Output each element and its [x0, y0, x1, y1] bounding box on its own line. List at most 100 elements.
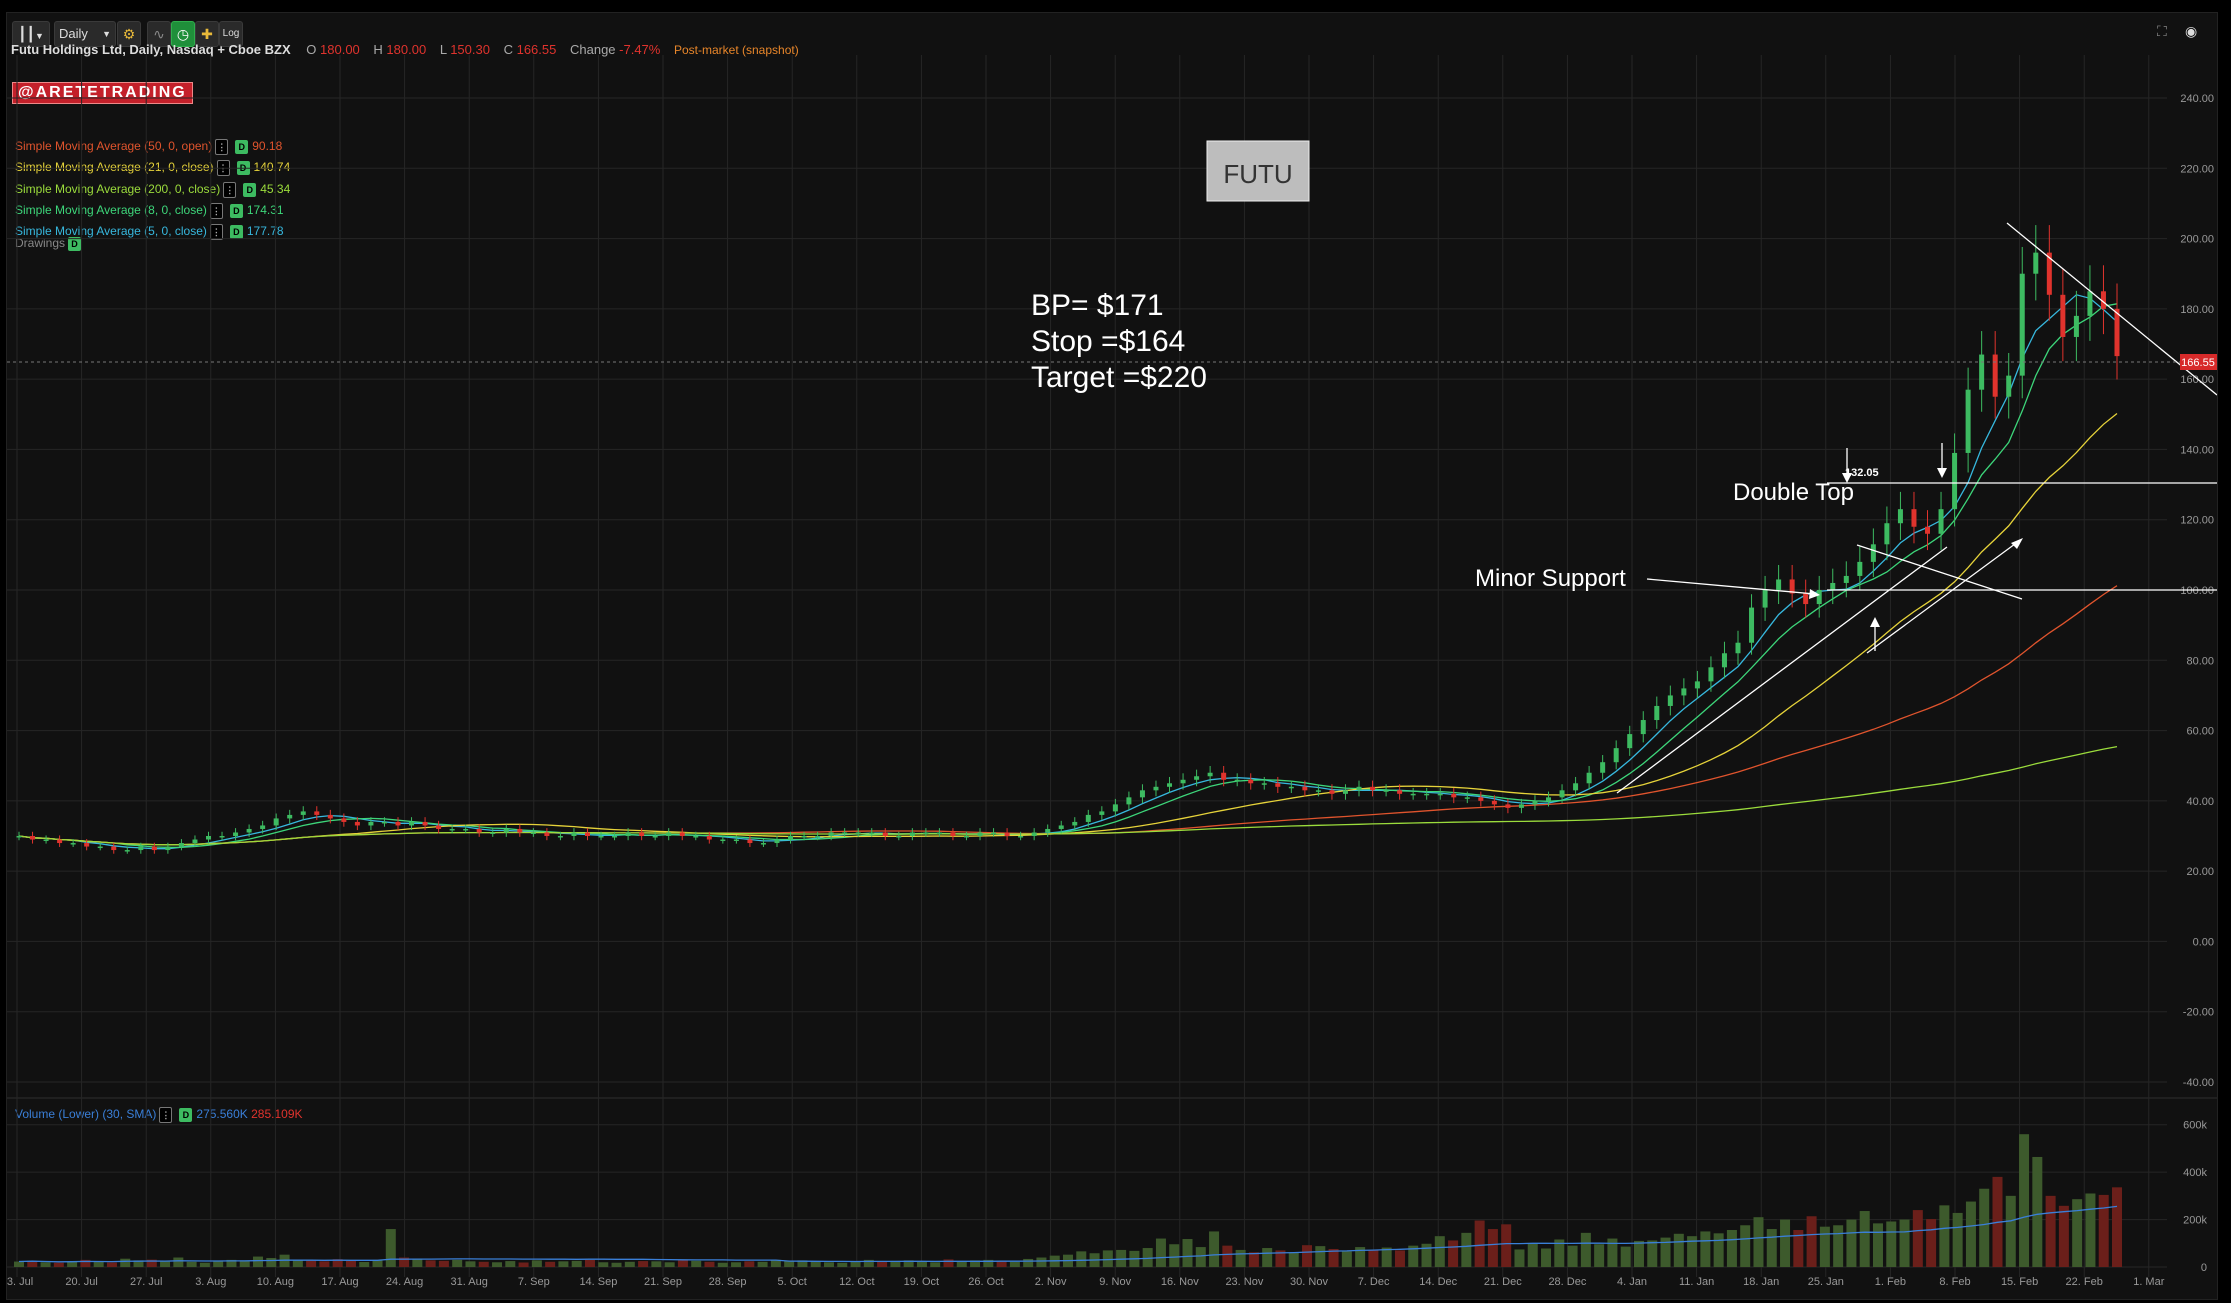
candle-body	[733, 839, 739, 842]
candle-body	[1992, 354, 1998, 397]
settings-button[interactable]: ⚙	[117, 21, 141, 47]
period-select[interactable]: Daily ▼	[54, 21, 116, 47]
study-name: Simple Moving Average (200, 0, close)	[15, 181, 221, 196]
candle-body	[1288, 786, 1294, 789]
camera-icon[interactable]: ◉	[2185, 23, 2198, 39]
candle-body	[1397, 790, 1403, 794]
volume-bar	[359, 1262, 370, 1267]
candle-body	[1329, 790, 1335, 794]
candle-body	[1180, 779, 1186, 784]
price-tick-label: 200.00	[2180, 234, 2214, 246]
time-tick-label: 14. Sep	[579, 1276, 617, 1288]
candle-body	[1843, 575, 1849, 583]
volume-tick-label: 400k	[2183, 1167, 2207, 1179]
volume-bar	[1580, 1232, 1591, 1267]
volume-bar	[850, 1261, 861, 1267]
up-right-arrow-icon	[2011, 538, 2023, 549]
high-label: H	[373, 42, 383, 57]
change-label: Change	[569, 42, 616, 57]
candlesticks	[16, 225, 2120, 854]
study-visibility-badge[interactable]: D	[243, 182, 257, 197]
volume-bar	[1155, 1238, 1166, 1267]
time-tick-label: 2. Nov	[1035, 1276, 1067, 1288]
candle-body	[314, 811, 320, 815]
volume-bar	[1567, 1245, 1578, 1267]
clock-button[interactable]: ◷	[171, 21, 195, 47]
price-chart[interactable]: 240.00 220.00 200.00 180.00 160.00 140.00 120.…	[7, 13, 2217, 1299]
volume-bar	[2019, 1134, 2030, 1267]
chart-type-button[interactable]: ┃┃▼	[12, 21, 50, 47]
candle-body	[625, 832, 631, 836]
volume-bar	[770, 1259, 781, 1267]
volume-bar	[584, 1259, 595, 1267]
candle-body	[1234, 779, 1240, 782]
last-price-tag	[2180, 354, 2217, 370]
chart-window: ┃┃▼ Daily ▼ ⚙ ∿ ◷ ✚ Log ⛶ ◉ Futu Holdings…	[6, 12, 2218, 1300]
study-visibility-badge[interactable]: D	[229, 203, 243, 218]
candle-body	[1857, 561, 1863, 576]
candle-body	[1667, 695, 1673, 706]
candle-body	[652, 836, 658, 838]
study-value: 90.18	[252, 139, 283, 154]
double-top-label: Double Top	[1733, 479, 1854, 506]
candle-body	[1302, 786, 1308, 791]
fullscreen-icon[interactable]: ⛶	[2157, 23, 2167, 39]
volume-bar	[2045, 1195, 2056, 1267]
candle-body	[1315, 790, 1321, 792]
volume-bar	[372, 1259, 383, 1267]
study-visibility-badge[interactable]: D	[229, 225, 243, 240]
volume-bar	[2072, 1199, 2083, 1267]
price-tick-label: -20.00	[2183, 1007, 2214, 1019]
volume-menu-icon[interactable]: ⋮	[159, 1107, 173, 1123]
toolbar: ┃┃▼ Daily ▼ ⚙ ∿ ◷ ✚ Log ⛶ ◉	[7, 13, 2217, 55]
volume-axis: 600k 400k 200k 0	[2183, 1120, 2207, 1274]
candle-body	[2033, 252, 2039, 274]
volume-bar	[1474, 1220, 1485, 1267]
candle-body	[219, 836, 225, 838]
candle-body	[1464, 797, 1470, 799]
study-visibility-badge[interactable]: D	[235, 140, 249, 154]
candle-body	[869, 832, 875, 834]
drawings-visibility-badge[interactable]: D	[68, 236, 82, 251]
time-tick-label: 8. Feb	[1939, 1276, 1970, 1288]
study-menu-icon[interactable]: ⋮	[223, 181, 237, 198]
drawings-label: Drawings	[15, 236, 66, 250]
price-tick-label: 40.00	[2186, 796, 2214, 808]
study-menu-icon[interactable]: ⋮	[215, 139, 229, 155]
volume-visibility-badge[interactable]: D	[179, 1108, 193, 1122]
candle-body	[260, 825, 266, 829]
volume-bar	[1023, 1258, 1034, 1267]
time-tick-label: 11. Jan	[1679, 1276, 1714, 1288]
time-tick-label: 7. Sep	[518, 1276, 550, 1288]
candle-body	[1058, 825, 1064, 829]
candle-body	[950, 832, 956, 836]
volume-bar	[1434, 1236, 1445, 1267]
time-tick-label: 20. Jul	[65, 1276, 97, 1288]
volume-bar	[1846, 1219, 1857, 1267]
volume-sma-line	[18, 1205, 2118, 1263]
candle-body	[124, 850, 130, 852]
candle-body	[1383, 790, 1389, 792]
volume-tick-label: 200k	[2183, 1215, 2207, 1227]
volume-bar	[1036, 1257, 1047, 1267]
log-scale-button[interactable]: Log	[219, 21, 243, 47]
candle-body	[2087, 291, 2093, 316]
volume-bar	[1355, 1247, 1366, 1267]
time-tick-label: 21. Dec	[1484, 1276, 1522, 1288]
crosshair-button[interactable]: ✚	[195, 21, 219, 47]
comparison-button[interactable]: ∿	[147, 21, 171, 47]
time-tick-label: 18. Jan	[1743, 1276, 1779, 1288]
candle-body	[706, 836, 712, 840]
candle-body	[287, 814, 293, 819]
price-tick-label: 60.00	[2186, 726, 2214, 738]
volume-bar	[863, 1259, 874, 1267]
time-tick-label: 12. Oct	[839, 1276, 874, 1288]
volume-bar	[598, 1262, 609, 1267]
volume-bar	[2032, 1156, 2043, 1267]
volume-value-1: 275.560K	[196, 1107, 248, 1122]
candle-body	[341, 818, 347, 822]
volume-bar	[146, 1259, 157, 1267]
price-tick-label: 240.00	[2180, 93, 2214, 105]
volume-bar	[943, 1259, 954, 1267]
volume-bar	[2085, 1193, 2096, 1267]
